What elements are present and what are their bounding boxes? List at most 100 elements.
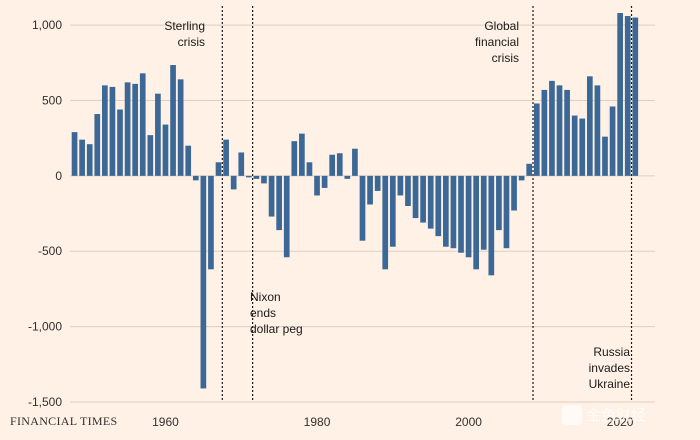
bar	[124, 82, 131, 176]
bar	[185, 145, 192, 176]
bar	[549, 80, 555, 176]
bar	[443, 175, 449, 247]
annotation-text: dollar peg	[250, 322, 303, 336]
bar	[617, 13, 623, 176]
bar	[571, 115, 578, 176]
bar	[155, 93, 161, 176]
bar	[147, 135, 154, 176]
bar	[245, 175, 252, 178]
bar	[352, 148, 358, 176]
bar	[458, 175, 464, 253]
watermark: 金色财经	[562, 404, 646, 425]
bar	[283, 175, 290, 258]
bar	[602, 136, 608, 176]
y-tick-label: -500	[38, 244, 62, 258]
bar	[170, 65, 176, 176]
annotation-text: Ukraine	[589, 377, 631, 391]
bar	[496, 175, 502, 231]
annotation-text: Sterling	[164, 19, 205, 33]
bar	[450, 175, 457, 249]
bar	[314, 175, 320, 196]
source-label: FINANCIAL TIMES	[10, 414, 118, 428]
bar	[556, 85, 563, 176]
watermark-logo-icon	[562, 404, 582, 425]
bar	[397, 175, 404, 196]
bar	[412, 175, 419, 219]
bar	[632, 17, 639, 176]
bar	[117, 109, 123, 176]
bar	[79, 139, 85, 176]
bar	[238, 152, 245, 176]
bar	[541, 89, 548, 176]
bar	[109, 86, 116, 176]
bar	[518, 175, 525, 181]
annotation-text: invades	[589, 361, 630, 375]
bar	[86, 144, 93, 176]
bar	[465, 175, 472, 258]
annotation-text: ends	[250, 306, 276, 320]
annotation-text: Nixon	[250, 290, 281, 304]
bar	[336, 153, 343, 176]
bar	[177, 79, 184, 176]
bar	[344, 175, 351, 179]
annotation-text: financial	[475, 35, 519, 49]
bar	[215, 162, 222, 176]
bar	[586, 76, 593, 176]
bar	[609, 106, 616, 176]
bar	[132, 83, 139, 176]
bar	[306, 162, 313, 176]
x-tick-label: 2000	[455, 415, 482, 429]
bar	[299, 133, 305, 176]
bar	[276, 175, 282, 231]
bar	[94, 114, 101, 176]
bar	[261, 175, 267, 184]
bar	[389, 175, 396, 247]
bar	[420, 175, 426, 223]
bar	[359, 175, 366, 241]
bar	[162, 124, 169, 176]
bar	[208, 175, 214, 270]
y-tick-label: 1,000	[32, 18, 62, 32]
bar	[473, 175, 480, 270]
bar	[268, 175, 275, 217]
bar	[435, 175, 442, 237]
bar	[503, 175, 510, 249]
y-tick-label: 0	[55, 169, 62, 183]
bar	[526, 163, 533, 176]
bar	[192, 175, 199, 181]
annotation-text: crisis	[492, 51, 519, 65]
bar	[223, 139, 229, 176]
bar	[427, 175, 434, 229]
bar	[488, 175, 495, 276]
bar	[367, 175, 373, 205]
bar	[321, 175, 328, 188]
annotation-text: crisis	[178, 35, 205, 49]
bar	[533, 103, 540, 176]
x-tick-label: 1960	[152, 415, 179, 429]
bar	[71, 132, 78, 176]
bar	[594, 85, 601, 176]
bar	[102, 85, 108, 176]
y-tick-label: -1,000	[28, 320, 62, 334]
bar	[382, 175, 389, 270]
bar	[624, 16, 631, 176]
x-tick-label: 1980	[304, 415, 331, 429]
bar	[405, 175, 411, 206]
y-tick-label: -1,500	[28, 395, 62, 409]
bar	[329, 154, 336, 176]
bar	[139, 73, 146, 176]
bar	[230, 175, 237, 190]
bar	[374, 175, 381, 191]
bar	[564, 89, 570, 176]
watermark-text: 金色财经	[586, 406, 647, 424]
bar	[253, 175, 260, 179]
annotation-text: Global	[484, 19, 519, 33]
bar	[480, 175, 487, 250]
bar	[579, 118, 586, 176]
x-tick-label: 2020	[607, 415, 634, 429]
bar	[511, 175, 517, 211]
y-tick-label: 500	[42, 93, 62, 107]
bar	[200, 175, 207, 389]
bar	[291, 141, 298, 176]
